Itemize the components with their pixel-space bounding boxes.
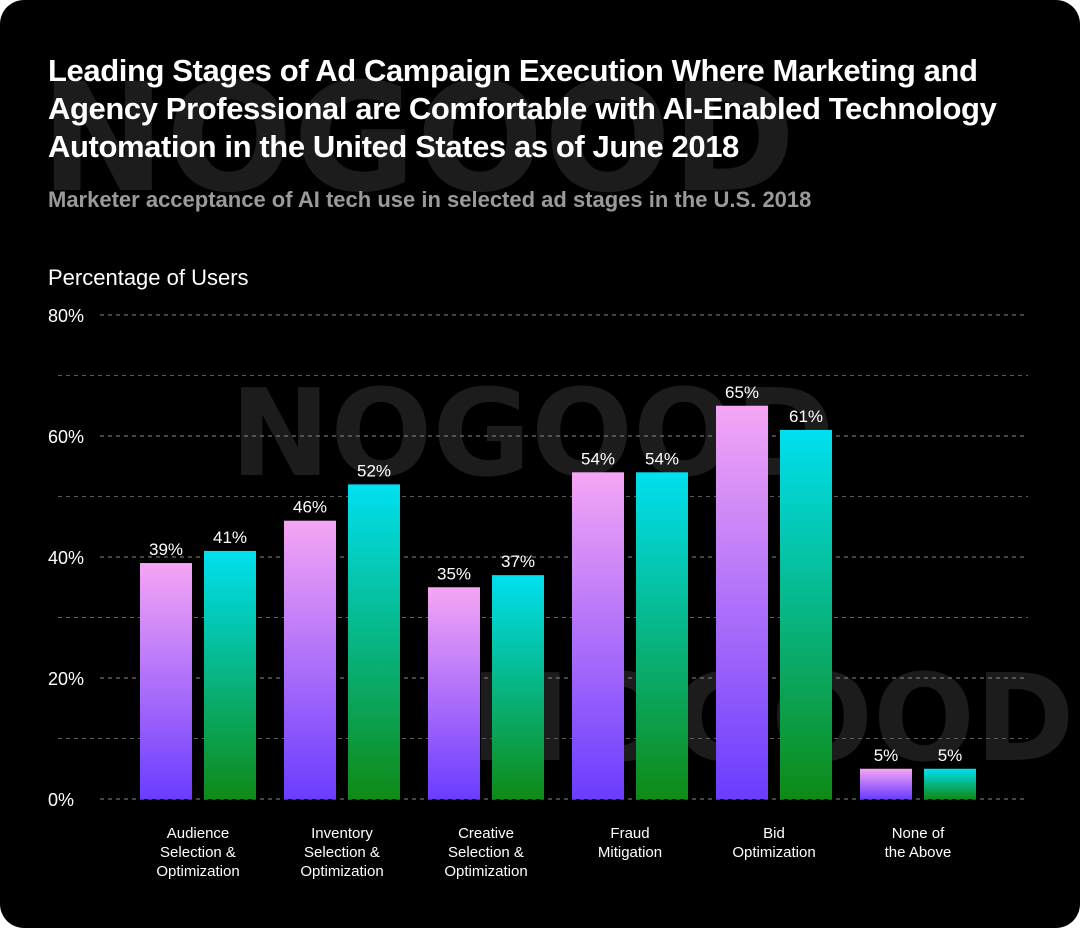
bar-series1 [284,520,336,799]
chart-subtitle: Marketer acceptance of AI tech use in se… [48,187,812,212]
category-label-line: Optimization [156,863,239,880]
bar-series2 [780,429,832,799]
bar-series2 [636,472,688,799]
y-axis-label: Percentage of Users [48,265,249,290]
bar-series2 [204,550,256,799]
category-label: Audience Selection & Optimization [156,825,239,880]
bar-series2 [348,484,400,799]
category-label-line: Fraud [610,825,649,842]
bar-value-label: 5% [938,746,963,765]
category-label-line: Mitigation [598,844,662,861]
category-label-line: Inventory [311,825,373,842]
category-label: Fraud Mitigation [598,825,662,861]
bar-value-label: 46% [293,498,327,517]
category-label-line: Selection & [448,844,524,861]
y-tick-label: 80% [48,306,84,326]
category-label-line: Audience [167,825,230,842]
bar-series2 [924,768,976,799]
category-label-line: the Above [885,844,952,861]
bar-value-label: 37% [501,552,535,571]
bar-value-label: 35% [437,564,471,583]
bar-value-label: 39% [149,540,183,559]
value-labels: 39% 41% 46% 52% 35% 37% 54% 54% 65% 61% 5% 5% [149,383,962,765]
bar-value-label: 41% [213,528,247,547]
category-label-line: Creative [458,825,514,842]
bar-series1 [140,563,192,799]
bar-series2 [492,575,544,799]
y-axis-ticks: 0% 20% 40% 60% 80% [48,306,84,810]
watermark-text: NOGOOD [40,52,796,226]
bar-value-label: 52% [357,461,391,480]
category-label-line: Optimization [732,844,815,861]
y-tick-label: 60% [48,427,84,447]
category-labels: Audience Selection & OptimizationInventory… [156,825,951,880]
watermark-text: NOGOOD [470,650,1075,789]
y-tick-label: 20% [48,669,84,689]
category-label: None of the Above [885,825,952,861]
category-label-line: Bid [763,825,785,842]
chart-title: Leading Stages of Ad Campaign Execution … [48,53,997,164]
category-label-line: Selection & [160,844,236,861]
category-label-line: Optimization [444,863,527,880]
bar-value-label: 65% [725,383,759,402]
bar-value-label: 61% [789,407,823,426]
bar-series1 [716,405,768,799]
category-label-line: Selection & [304,844,380,861]
category-label: Creative Selection & Optimization [444,825,527,880]
category-label-line: None of [892,825,945,842]
bars [140,405,976,799]
category-label: Bid Optimization [732,825,815,861]
y-tick-label: 40% [48,548,84,568]
bar-series1 [572,472,624,799]
category-label: Inventory Selection & Optimization [300,825,383,880]
bar-series1 [860,768,912,799]
y-tick-label: 0% [48,790,74,810]
bar-value-label: 54% [645,449,679,468]
bar-series1 [428,587,480,799]
bar-value-label: 5% [874,746,899,765]
bar-value-label: 54% [581,449,615,468]
category-label-line: Optimization [300,863,383,880]
